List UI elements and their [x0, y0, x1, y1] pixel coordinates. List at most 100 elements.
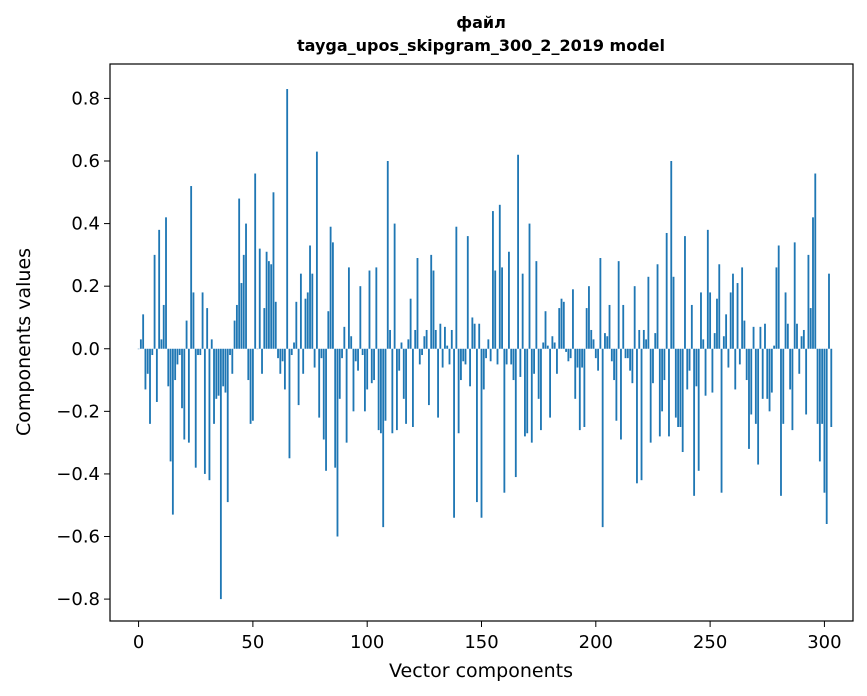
bar [219, 348, 222, 600]
bar [258, 248, 261, 349]
bar [558, 308, 561, 349]
bar [203, 348, 206, 474]
bar [476, 348, 478, 503]
bar [464, 348, 467, 365]
bar [462, 348, 465, 362]
bar [588, 286, 590, 349]
bar [569, 348, 572, 359]
bar [576, 348, 579, 368]
bar [254, 173, 257, 349]
bar [229, 348, 231, 356]
bar [240, 283, 243, 349]
bar [343, 326, 346, 349]
bar [786, 323, 789, 349]
y-tick-label: 0.2 [71, 276, 100, 297]
bar [505, 348, 508, 365]
y-axis-ticks: 0.8 0.6 0.4 0.2 0.0 −0.2 −0.4 −0.6 −0.8 [56, 88, 110, 610]
bar [679, 348, 682, 427]
bar [754, 348, 757, 424]
bar [149, 348, 151, 424]
bar [496, 348, 499, 365]
bar [521, 273, 524, 349]
chart-title: файл [456, 13, 506, 32]
bar [379, 348, 382, 434]
bar [530, 348, 533, 443]
bar [658, 348, 661, 437]
bar [265, 251, 268, 349]
bar [668, 348, 670, 437]
bar [759, 326, 762, 349]
bar [565, 348, 567, 352]
y-tick-label: 0.6 [71, 151, 100, 172]
bar [498, 204, 501, 349]
bar [485, 348, 487, 359]
bar [402, 348, 405, 399]
bar [585, 308, 588, 349]
bar [350, 336, 353, 349]
bar [293, 342, 295, 349]
bar [235, 304, 238, 349]
bar [363, 348, 366, 412]
bar [281, 348, 284, 362]
bar [716, 298, 718, 349]
bar [626, 348, 629, 359]
y-tick-label: 0.8 [71, 88, 100, 109]
bar [695, 348, 698, 387]
bar [526, 348, 529, 434]
bar [807, 254, 810, 349]
bar [572, 289, 574, 349]
bar [215, 348, 218, 399]
bar [210, 339, 213, 349]
bar [825, 348, 828, 524]
bar [405, 348, 407, 424]
bar [709, 292, 712, 349]
bar [734, 348, 737, 390]
bar [439, 323, 442, 349]
bar [425, 329, 428, 349]
bar [601, 348, 604, 528]
bar [770, 348, 773, 393]
bar [155, 348, 158, 402]
bar [391, 348, 394, 434]
x-tick-label: 100 [350, 632, 384, 653]
bar [446, 345, 449, 349]
bar [549, 348, 551, 418]
bar [247, 348, 250, 381]
x-axis-label: Vector components [389, 660, 573, 682]
bar [624, 348, 627, 359]
bar [226, 348, 229, 503]
bar [327, 311, 330, 349]
bar [640, 348, 643, 481]
bar [633, 286, 636, 349]
bar [146, 348, 149, 374]
bar [738, 348, 741, 365]
bar [567, 348, 570, 362]
bar [347, 267, 350, 349]
bar [823, 348, 826, 493]
bar [492, 211, 494, 349]
bar [629, 348, 632, 371]
bar [187, 348, 190, 443]
bar [645, 339, 648, 349]
bar [409, 298, 412, 349]
bar [775, 267, 778, 349]
bar [453, 348, 455, 518]
bar [604, 333, 606, 349]
bar [647, 276, 650, 349]
bar [533, 348, 535, 374]
x-axis-ticks: 0 50 100 150 200 250 300 [133, 621, 842, 653]
x-tick-label: 0 [133, 632, 144, 653]
bar [176, 348, 179, 365]
bar [487, 339, 490, 349]
bar [345, 348, 348, 443]
bar [185, 320, 188, 349]
bar [448, 348, 451, 365]
bar [338, 348, 341, 399]
bar [206, 308, 209, 349]
bar [295, 301, 298, 349]
bar [821, 348, 824, 424]
bar [631, 348, 634, 384]
bar [757, 348, 760, 465]
bar [606, 336, 609, 349]
bar [315, 151, 318, 349]
